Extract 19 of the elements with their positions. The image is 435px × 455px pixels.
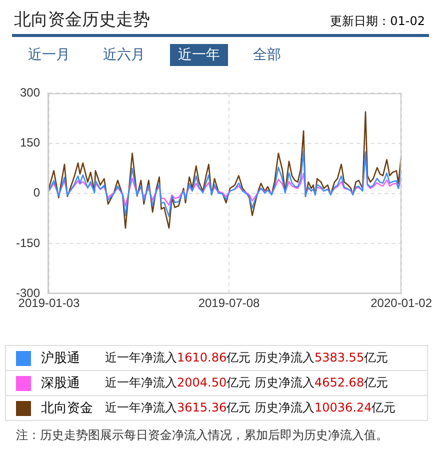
legend-label: 深股通 (41, 375, 81, 392)
text: 注：历史走势图展示每日资金净流入情况，累加后即为历史净流入值。 (16, 427, 388, 444)
y-tick-label: -150 (16, 236, 40, 250)
y-tick-label: 0 (33, 186, 40, 200)
x-tick-label: 2020-01-02 (370, 296, 432, 310)
chart-title: 北向资金历史走势 (14, 9, 150, 31)
text: 近一年净流入1610.86亿元 历史净流入5383.55亿元 (105, 350, 388, 364)
text: 全部 (252, 46, 282, 65)
legend-label: 沪股通 (41, 350, 81, 367)
y-tick-label: 300 (20, 86, 40, 100)
text: 近六月 (102, 46, 146, 65)
chart-subtitle: 更新日期：01-02 (330, 13, 425, 30)
text: 近一月 (27, 46, 71, 65)
text: 近一年净流入3615.36亿元 历史净流入10036.24亿元 (105, 400, 396, 414)
x-tick-label: 2019-07-08 (198, 296, 260, 310)
legend-label: 北向资金 (41, 400, 94, 417)
y-tick-label: 150 (20, 136, 40, 150)
text: 近一年净流入2004.50亿元 历史净流入4652.68亿元 (105, 376, 388, 390)
text: 近一年 (170, 44, 228, 66)
